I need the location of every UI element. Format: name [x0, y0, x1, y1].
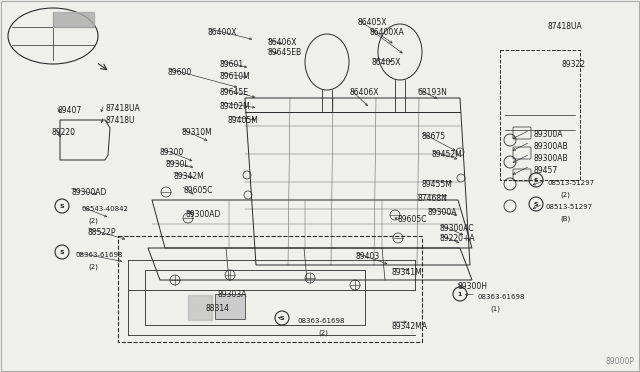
Text: 89645E: 89645E [220, 88, 249, 97]
Text: 08543-40842: 08543-40842 [82, 206, 129, 212]
Text: 08363-61698: 08363-61698 [76, 252, 124, 258]
Text: 89300AD: 89300AD [186, 210, 221, 219]
Text: 89300AD: 89300AD [72, 188, 108, 197]
Text: 89342MA: 89342MA [392, 322, 428, 331]
Text: 86406X: 86406X [350, 88, 380, 97]
Text: 89300AB: 89300AB [533, 142, 568, 151]
Text: 89407: 89407 [58, 106, 83, 115]
Text: (2): (2) [560, 192, 570, 199]
Text: 86405X: 86405X [372, 58, 401, 67]
Text: 89000P: 89000P [605, 357, 634, 366]
Bar [500, 50, 580, 180]
Text: 89310M: 89310M [182, 128, 212, 137]
Text: S: S [534, 177, 538, 183]
Text: S: S [60, 250, 64, 254]
Text: 1: 1 [458, 292, 462, 296]
Text: 89341M: 89341M [392, 268, 423, 277]
Text: 8930L: 8930L [166, 160, 189, 169]
Text: 08363-61698: 08363-61698 [478, 294, 525, 300]
Text: 89342M: 89342M [173, 172, 204, 181]
Text: 87418U: 87418U [106, 116, 136, 125]
Text: S: S [60, 203, 64, 208]
Bar [118, 236, 422, 342]
Text: 89403: 89403 [356, 252, 380, 261]
Text: 08513-51297: 08513-51297 [548, 180, 595, 186]
Text: 89300AB: 89300AB [533, 154, 568, 163]
Text: 89303A: 89303A [218, 290, 248, 299]
Text: 89300A: 89300A [428, 208, 458, 217]
Text: 87468N: 87468N [417, 194, 447, 203]
Text: 68193N: 68193N [418, 88, 448, 97]
Text: 86400X: 86400X [208, 28, 237, 37]
Text: 89220+A: 89220+A [440, 234, 476, 243]
Text: 89322: 89322 [562, 60, 586, 69]
Text: 89452M: 89452M [432, 150, 463, 159]
Text: 89605C: 89605C [183, 186, 212, 195]
Text: 08363-61698: 08363-61698 [298, 318, 346, 324]
Text: (B): (B) [560, 216, 570, 222]
Text: 89220: 89220 [52, 128, 76, 137]
Bar [215, 294, 245, 319]
Text: 89300A: 89300A [533, 130, 563, 139]
Text: (2): (2) [318, 330, 328, 337]
Text: (2): (2) [88, 264, 98, 270]
Text: 87418UA: 87418UA [548, 22, 583, 31]
Text: 89457: 89457 [533, 166, 557, 175]
Text: 89300AC: 89300AC [440, 224, 475, 233]
Text: 89610M: 89610M [220, 72, 251, 81]
Text: S: S [534, 202, 538, 206]
Text: 89645EB: 89645EB [268, 48, 302, 57]
Text: 88675: 88675 [422, 132, 446, 141]
Text: 86405X: 86405X [358, 18, 387, 27]
Text: (1): (1) [490, 306, 500, 312]
Text: 88522P: 88522P [88, 228, 116, 237]
Text: 89455M: 89455M [422, 180, 453, 189]
Text: 89600: 89600 [168, 68, 192, 77]
Text: 87418UA: 87418UA [106, 104, 141, 113]
Text: 08513-51297: 08513-51297 [545, 204, 592, 210]
Text: 89605C: 89605C [398, 215, 428, 224]
Text: 89601: 89601 [220, 60, 244, 69]
Text: (2): (2) [88, 218, 98, 224]
Text: 89300: 89300 [160, 148, 184, 157]
Text: S: S [280, 315, 284, 321]
Bar [145, 270, 365, 325]
Text: 89405M: 89405M [228, 116, 259, 125]
Text: 89300H: 89300H [458, 282, 488, 291]
Text: 86406X: 86406X [268, 38, 298, 47]
Text: 86400XA: 86400XA [370, 28, 404, 37]
Text: 89402M: 89402M [220, 102, 251, 111]
Text: 88314: 88314 [205, 304, 229, 313]
